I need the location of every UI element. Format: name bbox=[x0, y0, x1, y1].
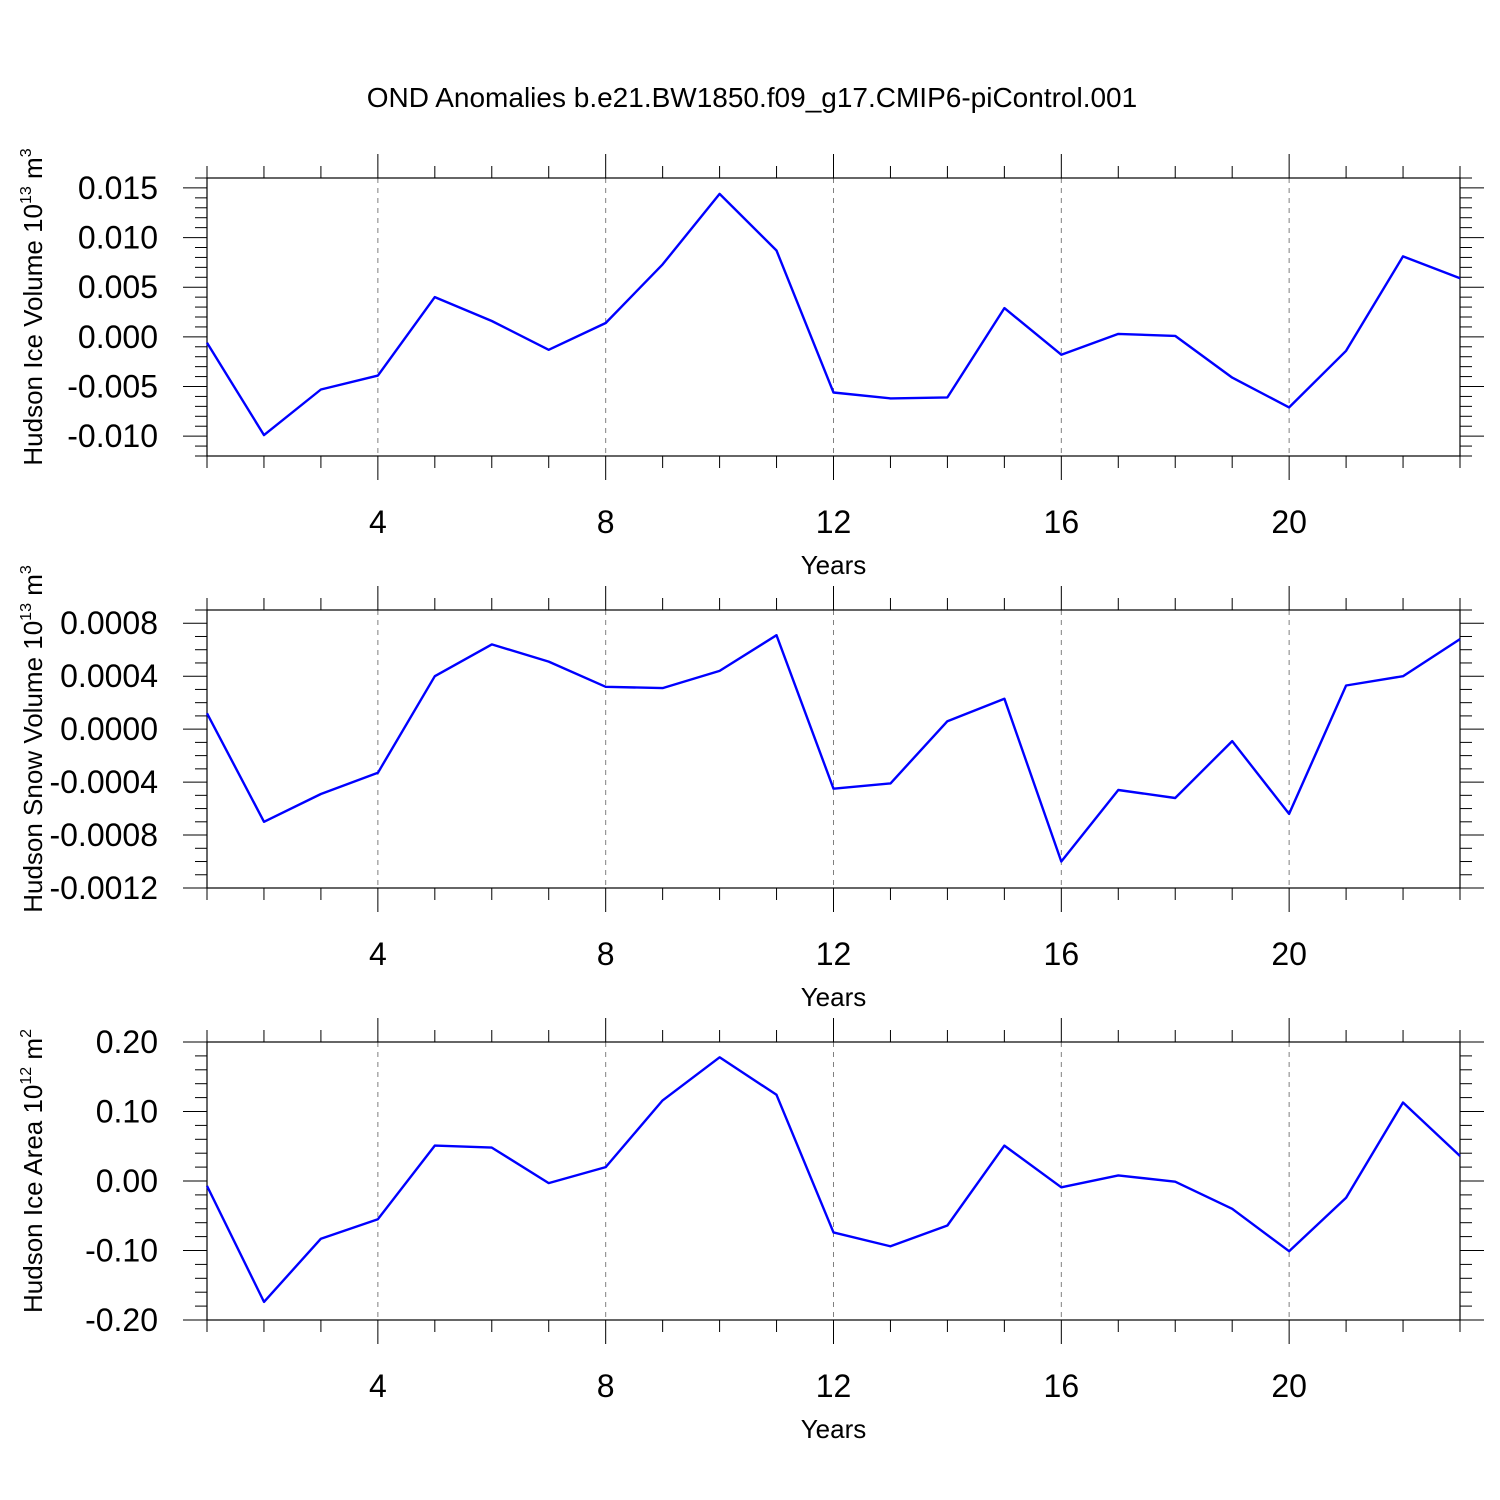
ice-volume-ylabel-unit-exponent: 3 bbox=[18, 148, 35, 157]
ice-area-ytick-label: 0.20 bbox=[96, 1024, 158, 1060]
snow-volume-xtick-label: 12 bbox=[816, 936, 852, 972]
ice-volume-ytick-label: 0.015 bbox=[78, 170, 158, 206]
snow-volume-ytick-label: 0.0004 bbox=[60, 658, 158, 694]
snow-volume-xtick-label: 8 bbox=[597, 936, 615, 972]
ice-volume-ytick-label: 0.005 bbox=[78, 269, 158, 305]
snow-volume-ylabel-exponent: 13 bbox=[18, 603, 35, 621]
snow-volume-ylabel-text: Hudson Snow Volume 10 bbox=[18, 621, 48, 913]
ice-volume-ylabel-text: Hudson Ice Volume 10 bbox=[18, 204, 48, 466]
ice-area-xlabel: Years bbox=[801, 1414, 867, 1444]
ice-volume-xtick-label: 8 bbox=[597, 504, 615, 540]
ice-area-xtick-label: 12 bbox=[816, 1368, 852, 1404]
ice-volume-ylabel: Hudson Ice Volume 1013 m3 bbox=[18, 148, 48, 465]
snow-volume-xtick-label: 4 bbox=[369, 936, 387, 972]
snow-volume-ytick-label: -0.0012 bbox=[49, 870, 158, 906]
ice-area-ylabel-unit-exponent: 2 bbox=[18, 1029, 35, 1038]
snow-volume-ytick-label: 0.0008 bbox=[60, 605, 158, 641]
ice-area-series-line bbox=[205, 1056, 1461, 1304]
ice-volume-ylabel-unit: m bbox=[18, 157, 48, 186]
ice-volume-xtick-label: 12 bbox=[816, 504, 852, 540]
ice-area-ylabel-text: Hudson Ice Area 10 bbox=[18, 1085, 48, 1313]
ice-volume-xtick-label: 20 bbox=[1271, 504, 1307, 540]
snow-volume-ytick-label: 0.0000 bbox=[60, 711, 158, 747]
ice-area-ytick-label: 0.00 bbox=[96, 1163, 158, 1199]
snow-volume-ylabel-unit-exponent: 3 bbox=[18, 565, 35, 574]
ice-area-xtick-label: 20 bbox=[1271, 1368, 1307, 1404]
panel-ice-area: 0.20 0.10 0.00 -0.10 -0.20 4 8 12 16 20 Years Hudso… bbox=[18, 1018, 1484, 1444]
ice-area-ylabel-unit: m bbox=[18, 1038, 48, 1067]
snow-volume-xtick-label: 16 bbox=[1044, 936, 1080, 972]
ice-volume-xlabel: Years bbox=[801, 550, 867, 580]
ice-volume-ytick-label: -0.010 bbox=[67, 418, 158, 454]
ice-volume-xtick-label: 16 bbox=[1044, 504, 1080, 540]
snow-volume-ylabel-unit: m bbox=[18, 574, 48, 603]
ice-area-ylabel: Hudson Ice Area 1012 m2 bbox=[18, 1029, 48, 1313]
chart-title: OND Anomalies b.e21.BW1850.f09_g17.CMIP6… bbox=[367, 82, 1137, 113]
ice-area-ytick-label: 0.10 bbox=[96, 1094, 158, 1130]
ice-area-ytick-label: -0.20 bbox=[85, 1302, 158, 1338]
snow-volume-ytick-label: -0.0008 bbox=[49, 817, 158, 853]
panel-snow-volume: 0.0008 0.0004 0.0000 -0.0004 -0.0008 -0.0012 4… bbox=[18, 565, 1484, 1012]
ice-area-ylabel-exponent: 12 bbox=[18, 1067, 35, 1085]
ice-area-xtick-label: 8 bbox=[597, 1368, 615, 1404]
ice-area-ytick-label: -0.10 bbox=[85, 1233, 158, 1269]
ice-area-xtick-label: 16 bbox=[1044, 1368, 1080, 1404]
ice-volume-ylabel-exponent: 13 bbox=[18, 186, 35, 204]
ice-area-xtick-label: 4 bbox=[369, 1368, 387, 1404]
snow-volume-ytick-label: -0.0004 bbox=[49, 764, 158, 800]
snow-volume-ylabel: Hudson Snow Volume 1013 m3 bbox=[18, 565, 48, 913]
ice-volume-ytick-label: -0.005 bbox=[67, 369, 158, 405]
ice-volume-xtick-label: 4 bbox=[369, 504, 387, 540]
ice-volume-ytick-label: 0.010 bbox=[78, 220, 158, 256]
panel-ice-volume: 0.015 0.010 0.005 0.000 -0.005 -0.010 4 8 12 16 20… bbox=[18, 148, 1484, 580]
snow-volume-series-line bbox=[205, 634, 1461, 863]
snow-volume-xlabel: Years bbox=[801, 982, 867, 1012]
ice-volume-ytick-label: 0.000 bbox=[78, 319, 158, 355]
ice-volume-series-line bbox=[205, 192, 1461, 437]
snow-volume-xtick-label: 20 bbox=[1271, 936, 1307, 972]
